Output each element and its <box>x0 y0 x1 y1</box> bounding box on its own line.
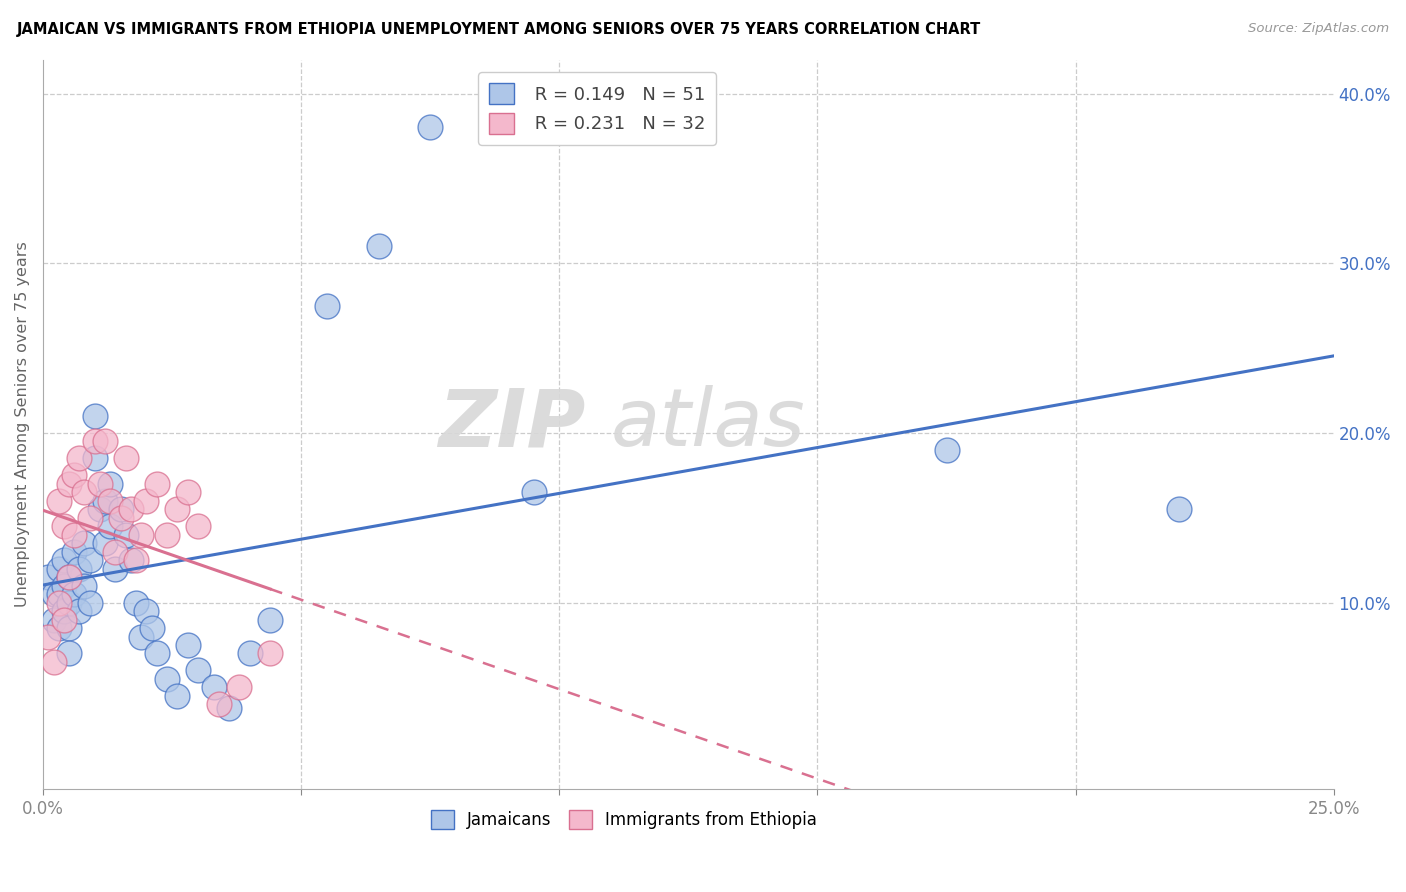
Point <box>58 647 80 661</box>
Point <box>145 476 167 491</box>
Point <box>52 613 75 627</box>
Point <box>228 681 250 695</box>
Point <box>52 553 75 567</box>
Point <box>37 630 59 644</box>
Point <box>104 561 127 575</box>
Point <box>89 502 111 516</box>
Legend: Jamaicans, Immigrants from Ethiopia: Jamaicans, Immigrants from Ethiopia <box>425 803 824 836</box>
Text: Source: ZipAtlas.com: Source: ZipAtlas.com <box>1249 22 1389 36</box>
Point <box>104 544 127 558</box>
Point <box>83 434 105 449</box>
Point <box>83 409 105 423</box>
Point <box>419 120 441 135</box>
Point <box>114 451 136 466</box>
Point <box>98 476 121 491</box>
Point <box>187 519 209 533</box>
Point <box>125 553 148 567</box>
Point <box>125 596 148 610</box>
Point <box>135 493 157 508</box>
Point <box>135 604 157 618</box>
Point <box>110 502 132 516</box>
Y-axis label: Unemployment Among Seniors over 75 years: Unemployment Among Seniors over 75 years <box>15 242 30 607</box>
Text: atlas: atlas <box>612 385 806 464</box>
Point <box>79 510 101 524</box>
Point <box>58 596 80 610</box>
Point <box>94 536 117 550</box>
Point <box>935 442 957 457</box>
Point <box>110 510 132 524</box>
Point <box>166 502 188 516</box>
Point <box>1167 502 1189 516</box>
Point <box>67 561 90 575</box>
Point <box>83 451 105 466</box>
Point <box>67 604 90 618</box>
Point <box>63 544 86 558</box>
Point <box>202 681 225 695</box>
Point <box>316 299 339 313</box>
Point <box>259 647 281 661</box>
Point <box>94 434 117 449</box>
Point <box>98 493 121 508</box>
Point <box>166 689 188 703</box>
Point <box>52 519 75 533</box>
Point <box>239 647 262 661</box>
Point <box>63 587 86 601</box>
Point <box>63 468 86 483</box>
Point <box>177 638 200 652</box>
Point <box>42 587 65 601</box>
Point <box>522 485 544 500</box>
Point <box>63 527 86 541</box>
Point <box>73 485 96 500</box>
Point <box>156 672 179 686</box>
Point <box>58 570 80 584</box>
Text: ZIP: ZIP <box>437 385 585 464</box>
Text: JAMAICAN VS IMMIGRANTS FROM ETHIOPIA UNEMPLOYMENT AMONG SENIORS OVER 75 YEARS CO: JAMAICAN VS IMMIGRANTS FROM ETHIOPIA UNE… <box>17 22 981 37</box>
Point <box>259 613 281 627</box>
Point <box>79 596 101 610</box>
Point <box>89 476 111 491</box>
Point <box>58 570 80 584</box>
Point <box>208 698 231 712</box>
Point <box>73 579 96 593</box>
Point <box>58 621 80 635</box>
Point <box>48 621 70 635</box>
Point <box>48 587 70 601</box>
Point <box>120 553 142 567</box>
Point <box>367 239 389 253</box>
Point <box>48 561 70 575</box>
Point <box>42 613 65 627</box>
Point <box>129 527 152 541</box>
Point <box>37 570 59 584</box>
Point <box>48 493 70 508</box>
Point <box>187 664 209 678</box>
Point <box>177 485 200 500</box>
Point <box>79 553 101 567</box>
Point <box>218 700 240 714</box>
Point <box>42 655 65 669</box>
Point <box>114 527 136 541</box>
Point <box>98 519 121 533</box>
Point <box>141 621 163 635</box>
Point <box>120 502 142 516</box>
Point <box>67 451 90 466</box>
Point <box>52 579 75 593</box>
Point <box>145 647 167 661</box>
Point <box>94 493 117 508</box>
Point <box>48 596 70 610</box>
Point <box>52 604 75 618</box>
Point <box>156 527 179 541</box>
Point <box>129 630 152 644</box>
Point <box>73 536 96 550</box>
Point <box>58 476 80 491</box>
